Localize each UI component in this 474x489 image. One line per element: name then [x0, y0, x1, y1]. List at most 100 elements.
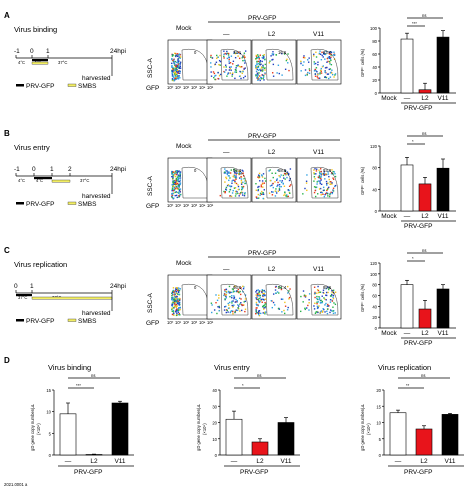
flow-dot [317, 176, 320, 178]
flow-dot [178, 177, 181, 179]
flow-dot [255, 189, 258, 191]
flow-dot [173, 188, 176, 191]
flow-dot [257, 189, 259, 192]
flow-dot [263, 308, 265, 310]
flow-dot [238, 57, 241, 60]
flow-dot [333, 302, 335, 304]
flow-dot [289, 184, 292, 186]
flow-dot [211, 311, 213, 314]
flow-dot [322, 56, 324, 58]
flow-dot [271, 194, 274, 196]
panel-letter: B [4, 129, 10, 138]
flow-dot [328, 178, 330, 181]
flow-dot [242, 70, 244, 73]
flow-dot [231, 192, 234, 194]
flow-dot [175, 287, 177, 289]
flow-dot [215, 302, 217, 304]
flow-dot [257, 298, 259, 301]
flow-dot [244, 192, 246, 194]
flow-dot [333, 76, 335, 78]
flow-dot [326, 312, 329, 315]
flow-dot [269, 179, 272, 182]
flow-dot [228, 285, 231, 288]
y-axis-unit: (×10⁶) [366, 423, 371, 435]
flow-dot [319, 168, 322, 170]
flow-dot [238, 172, 240, 175]
flow-dot [175, 303, 178, 306]
flow-dot [176, 314, 178, 316]
flow-dot [224, 306, 226, 308]
flow-dot [305, 307, 308, 309]
flow-dot [177, 53, 179, 55]
flow-dot [228, 307, 231, 309]
flow-dot [321, 300, 324, 303]
flow-dot [237, 307, 239, 309]
flow-dot [334, 312, 336, 314]
flow-xtick: 10² [183, 320, 190, 325]
flow-dot [319, 302, 322, 304]
sig-label: * [242, 383, 244, 388]
flow-dot [224, 191, 227, 193]
flow-dot [325, 180, 328, 183]
flow-dot [176, 73, 178, 76]
flow-dot [259, 64, 261, 66]
flow-dot [255, 313, 257, 315]
flow-dot [214, 75, 216, 77]
flow-xtick: 10⁴ [199, 320, 206, 325]
flow-dot [230, 291, 233, 294]
flow-dot [244, 75, 246, 78]
flow-dot [232, 310, 234, 313]
flow-dot [326, 189, 328, 192]
flow-dot [240, 188, 243, 191]
flow-dot [274, 190, 277, 192]
flow-dot [172, 181, 174, 183]
flow-dot [280, 185, 282, 188]
flow-dot [210, 75, 213, 77]
flow-dot [329, 311, 331, 314]
y-tick-label: 5 [49, 431, 52, 436]
flow-dot [177, 177, 180, 180]
flow-xtick: 10⁰ [167, 320, 174, 325]
flow-dot [178, 67, 181, 70]
flow-dot [255, 301, 258, 304]
flow-dot [172, 171, 175, 173]
flow-dot [260, 185, 263, 188]
flow-dot [237, 185, 240, 188]
flow-dot [244, 310, 246, 313]
flow-dot [333, 51, 335, 53]
flow-dot [178, 175, 180, 177]
flow-dot [315, 186, 318, 188]
flow-dot [179, 306, 181, 309]
flow-dot [227, 302, 229, 305]
flow-dot [286, 285, 289, 288]
flow-dot [285, 195, 287, 197]
flow-dot [233, 168, 235, 171]
flow-dot [261, 306, 264, 308]
flow-dot [236, 309, 239, 312]
y-tick-label: 40 [212, 388, 217, 393]
flow-dot [326, 184, 328, 186]
flow-dot [225, 53, 228, 55]
flow-dot [315, 170, 318, 172]
category-label: L2 [421, 213, 429, 220]
flow-dot [173, 181, 176, 184]
d-chart: Virus replication 0 5 10 15 20 gD gene copy nu… [360, 363, 464, 476]
flow-dot [177, 313, 180, 316]
flow-dot [256, 75, 259, 78]
y-tick-label: 120 [370, 261, 378, 266]
category-label: L2 [256, 458, 264, 465]
chart-title: Virus replication [378, 363, 431, 372]
flow-dot [173, 314, 175, 316]
flow-dot [179, 183, 181, 186]
flow-dot [334, 303, 337, 306]
flow-dot [279, 176, 281, 178]
flow-dot [243, 195, 246, 197]
flow-dot [240, 180, 243, 182]
flow-col-label: — [223, 266, 230, 273]
flow-dot [234, 290, 236, 293]
flow-dot [264, 294, 266, 296]
flow-dot [175, 61, 178, 64]
flow-dot [171, 294, 173, 297]
flow-dot [225, 188, 227, 190]
flow-dot [237, 51, 240, 54]
